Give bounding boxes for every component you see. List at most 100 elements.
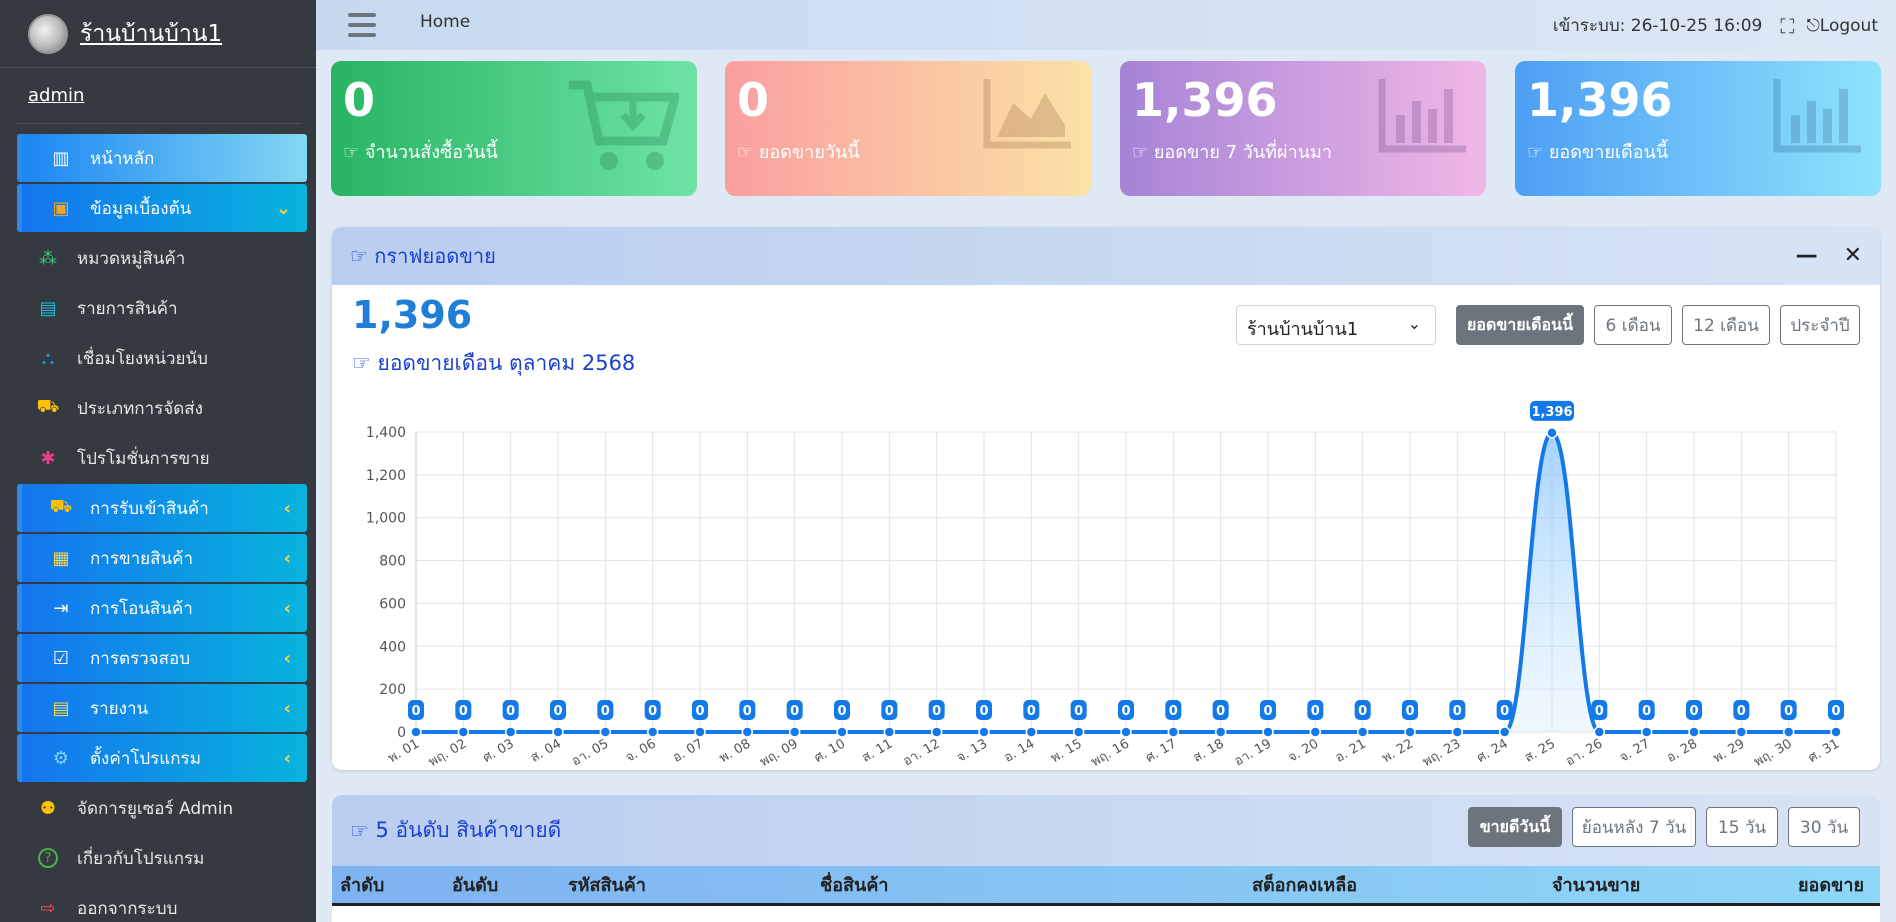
sidebar-item-4[interactable]: ⛬ เชื่อมโยงหน่วยนับ bbox=[17, 334, 307, 382]
card-value: 1,396 bbox=[1527, 73, 1673, 127]
card-value: 0 bbox=[343, 73, 376, 127]
data-label: 0 bbox=[1831, 704, 1840, 719]
btn-6-months[interactable]: 6 เดือน bbox=[1594, 305, 1672, 345]
login-time: เข้าระบบ: 26-10-25 16:09 bbox=[1552, 16, 1763, 36]
brand[interactable]: ร้านบ้านบ้าน1 bbox=[0, 0, 316, 68]
data-point bbox=[1262, 726, 1274, 738]
data-point bbox=[836, 726, 848, 738]
x-tick-label: ศ. 10 bbox=[812, 736, 848, 766]
data-label-bg bbox=[1165, 700, 1182, 720]
data-label: 0 bbox=[1216, 704, 1225, 719]
card-sales-month: 1,396 ☞ ยอดขายเดือนนี้ bbox=[1515, 61, 1881, 196]
data-label: 0 bbox=[1737, 704, 1746, 719]
data-point bbox=[1309, 726, 1322, 738]
data-label: 0 bbox=[1595, 704, 1604, 719]
sidebar-item-10[interactable]: ☑ การตรวจสอบ ‹ bbox=[17, 634, 307, 682]
data-label-bg bbox=[408, 700, 424, 720]
sidebar-item-5[interactable]: ⛟ ประเภทการจัดส่ง bbox=[17, 384, 307, 432]
data-label-bg bbox=[834, 700, 850, 720]
btn-best-today[interactable]: ขายดีวันนี้ bbox=[1468, 807, 1562, 847]
question-circle-icon: ? bbox=[38, 848, 58, 868]
data-label-bg bbox=[1530, 400, 1574, 421]
fullscreen-icon[interactable]: ⛶ bbox=[1780, 13, 1795, 38]
sidebar-item-3[interactable]: ▤ รายการสินค้า bbox=[17, 284, 307, 332]
col-header[interactable]: อันดับ bbox=[452, 875, 499, 896]
sidebar-item-1[interactable]: ▣ ข้อมูลเบื้องต้น ⌄ bbox=[17, 184, 307, 232]
col-header[interactable]: รหัสสินค้า bbox=[568, 875, 646, 896]
sidebar-item-13[interactable]: ⚉ จัดการยูเซอร์ Admin bbox=[17, 784, 307, 832]
logout-link[interactable]: ⎋Logout bbox=[1806, 15, 1878, 36]
data-label-bg bbox=[455, 700, 472, 720]
series-area bbox=[416, 432, 1836, 732]
sidebar-item-15[interactable]: ⇨ ออกจากระบบ bbox=[17, 884, 307, 922]
data-label-bg bbox=[597, 700, 614, 720]
chevron-down-icon: ⌄ bbox=[275, 197, 291, 219]
sales-chart-panel: ☞ กราฟยอดขาย — ✕ 1,396 ☞ ยอดขายเดือน ตุลา… bbox=[332, 227, 1880, 770]
col-header[interactable]: สต็อกคงเหลือ bbox=[1252, 875, 1358, 896]
card-label: ☞ จำนวนสั่งซื้อวันนี้ bbox=[343, 142, 498, 163]
store-select[interactable]: ร้านบ้านบ้าน1 ⌄ bbox=[1236, 305, 1436, 345]
data-point bbox=[1120, 726, 1132, 738]
sidebar-item-2[interactable]: ⁂ หมวดหมู่สินค้า bbox=[17, 234, 307, 282]
data-label-bg bbox=[1686, 700, 1702, 720]
brand-name[interactable]: ร้านบ้านบ้าน1 bbox=[80, 20, 223, 47]
sidebar-nav: ▥ หน้าหลัก ▣ ข้อมูลเบื้องต้น ⌄ ⁂ หมวดหมู่สินค้… bbox=[0, 124, 316, 922]
data-label-bg bbox=[692, 700, 708, 720]
sidebar-item-12[interactable]: ⚙ ตั้งค่าโปรแกรม ‹ bbox=[17, 734, 307, 782]
card-value: 0 bbox=[737, 73, 770, 127]
card-sales-7days: 1,396 ☞ ยอดขาย 7 วันที่ผ่านมา bbox=[1120, 61, 1486, 196]
data-label-bg bbox=[1212, 700, 1229, 720]
sidebar-item-14[interactable]: ? เกี่ยวกับโปรแกรม bbox=[17, 834, 307, 882]
month-sales-subtitle: ☞ ยอดขายเดือน ตุลาคม 2568 bbox=[352, 351, 636, 375]
sidebar-item-label: หน้าหลัก bbox=[90, 148, 155, 169]
sidebar-item-8[interactable]: ▦ การขายสินค้า ‹ bbox=[17, 534, 307, 582]
btn-12-months[interactable]: 12 เดือน bbox=[1682, 305, 1770, 345]
card-label: ☞ ยอดขายวันนี้ bbox=[737, 142, 860, 163]
data-label-bg bbox=[1070, 700, 1087, 720]
col-header[interactable]: ชื่อสินค้า bbox=[820, 875, 889, 896]
month-sales-value: 1,396 bbox=[352, 293, 473, 337]
collapse-icon[interactable]: — bbox=[1795, 243, 1818, 268]
btn-yearly[interactable]: ประจำปี bbox=[1780, 305, 1860, 345]
data-label: 0 bbox=[648, 704, 657, 719]
btn-last-7-days[interactable]: ย้อนหลัง 7 วัน bbox=[1572, 807, 1696, 847]
col-header[interactable]: ลำดับ bbox=[340, 875, 385, 896]
y-tick-label: 800 bbox=[379, 554, 406, 570]
close-icon[interactable]: ✕ bbox=[1843, 243, 1862, 268]
sidebar-item-7[interactable]: ⛟ การรับเข้าสินค้า ‹ bbox=[17, 484, 307, 532]
col-header[interactable]: จำนวนขาย bbox=[1552, 875, 1641, 896]
sidebar-item-0[interactable]: ▥ หน้าหลัก bbox=[17, 134, 307, 182]
sidebar-item-label: รายการสินค้า bbox=[77, 298, 178, 319]
data-point bbox=[410, 726, 422, 738]
data-point bbox=[1640, 726, 1653, 738]
sidebar-item-6[interactable]: ✱ โปรโมชั่นการขาย bbox=[17, 434, 307, 482]
data-label-bg bbox=[1591, 700, 1608, 720]
x-tick-label: อา. 12 bbox=[901, 736, 943, 767]
top5-products-panel: ☞ 5 อันดับ สินค้าขายดี ขายดีวันนี้ ย้อนห… bbox=[332, 795, 1880, 922]
data-label-bg bbox=[739, 700, 756, 720]
btn-month-sales[interactable]: ยอดขายเดือนนี้ bbox=[1456, 305, 1584, 345]
sidebar-item-11[interactable]: ▤ รายงาน ‹ bbox=[17, 684, 307, 732]
menu-toggle-icon[interactable] bbox=[348, 13, 376, 37]
cart-download-icon bbox=[569, 80, 679, 170]
x-tick-label: พ. 15 bbox=[1048, 736, 1084, 766]
data-label-bg bbox=[1023, 700, 1040, 720]
btn-15-days[interactable]: 15 วัน bbox=[1706, 807, 1778, 847]
x-tick-label: ส. 04 bbox=[528, 736, 564, 765]
file-icon: ▤ bbox=[39, 297, 57, 319]
sidebar-item-label: การโอนสินค้า bbox=[90, 598, 193, 619]
clipboard-check-icon: ☑ bbox=[52, 647, 70, 669]
y-tick-label: 1,400 bbox=[366, 425, 406, 441]
x-tick-label: พฤ. 02 bbox=[426, 736, 469, 767]
home-link[interactable]: Home bbox=[420, 12, 471, 32]
btn-30-days[interactable]: 30 วัน bbox=[1788, 807, 1860, 847]
col-header[interactable]: ยอดขาย bbox=[1798, 875, 1865, 896]
card-label: ☞ ยอดขายเดือนนี้ bbox=[1527, 142, 1669, 163]
sidebar-item-9[interactable]: ⇥ การโอนสินค้า ‹ bbox=[17, 584, 307, 632]
sitemap-icon: ⛬ bbox=[41, 347, 55, 369]
data-label: 0 bbox=[885, 704, 894, 719]
user-name[interactable]: admin bbox=[28, 85, 85, 106]
data-label: 0 bbox=[553, 704, 562, 719]
data-label-bg bbox=[928, 700, 945, 720]
data-point bbox=[1451, 726, 1464, 738]
